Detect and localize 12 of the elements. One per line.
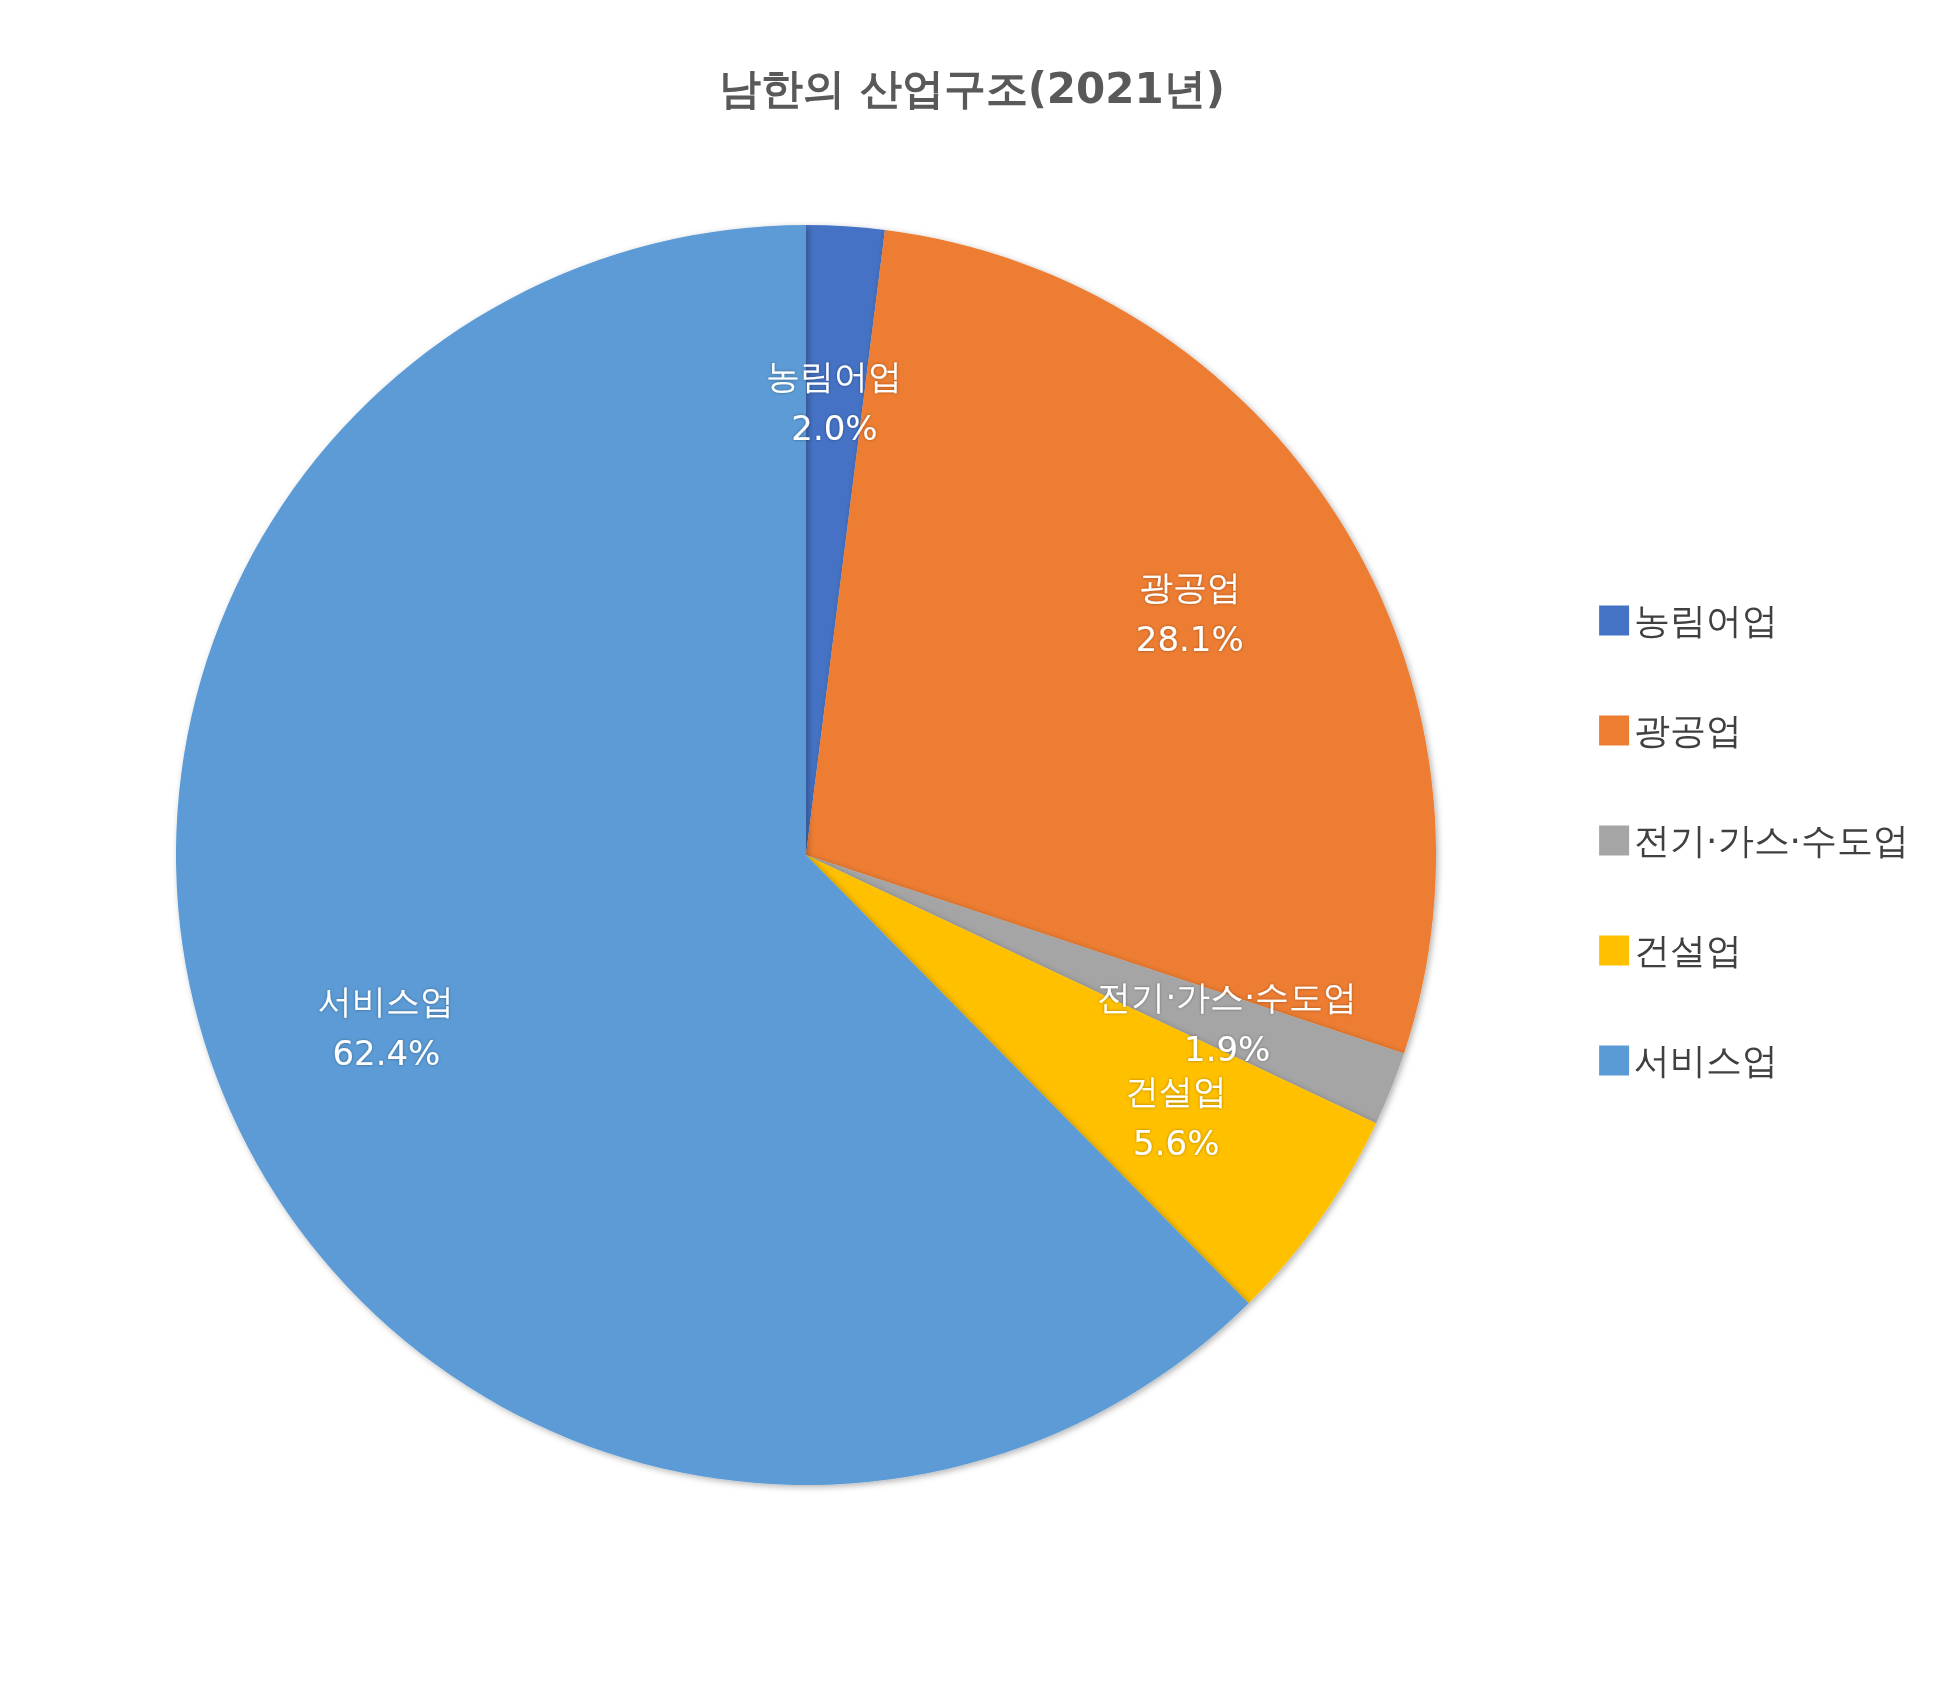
legend-label: 건설업 [1634, 930, 1743, 971]
slice-label: 건설업 [1125, 1070, 1228, 1111]
slice-label: 광공업 [1138, 567, 1241, 608]
legend-label: 광공업 [1634, 710, 1743, 751]
data-label: 62.4% [332, 1033, 441, 1074]
data-label: 5.6% [1133, 1122, 1220, 1163]
chart-title: 남한의 산업구조(2021년) [719, 63, 1225, 113]
legend-label: 전기·가스·수도업 [1634, 820, 1909, 861]
legend-label: 농림어업 [1634, 600, 1779, 641]
slice-label: 서비스업 [318, 981, 455, 1022]
legend-label: 서비스업 [1634, 1040, 1779, 1081]
data-label: 28.1% [1135, 619, 1244, 660]
